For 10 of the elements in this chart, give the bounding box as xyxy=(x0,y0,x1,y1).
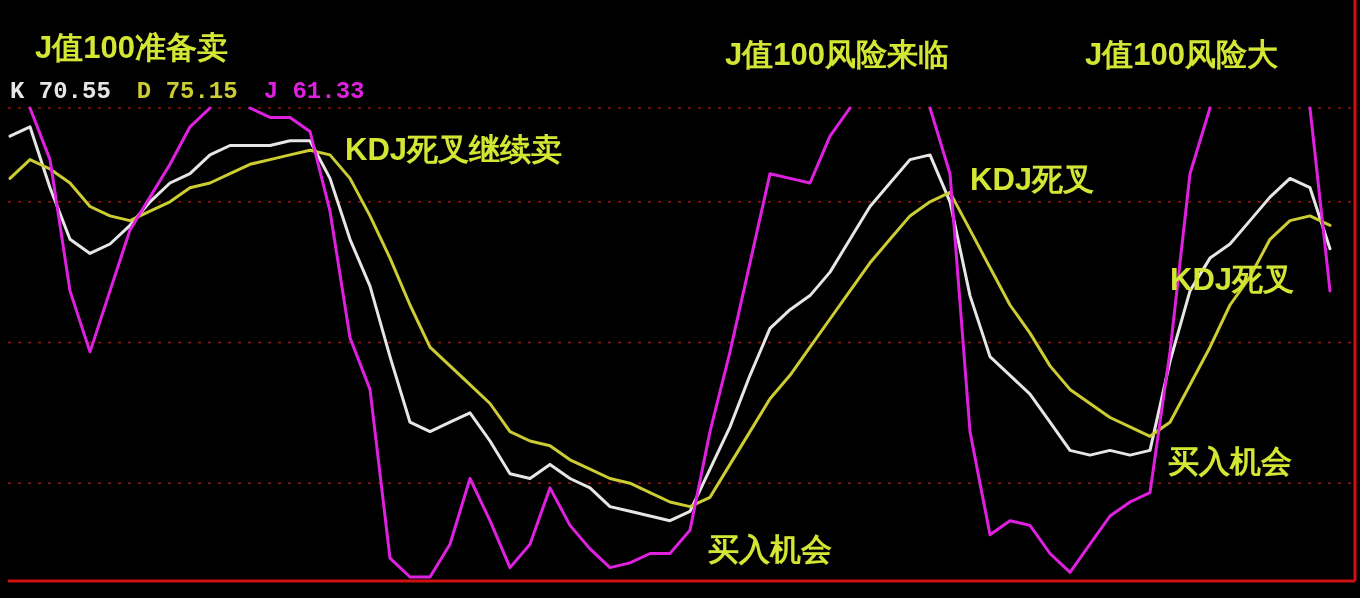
text: J值100准备卖 xyxy=(35,30,228,65)
annotation: 买入机会 xyxy=(708,532,832,567)
annotation: KDJ死叉 xyxy=(970,162,1095,197)
series-label: J 61.33 xyxy=(263,78,365,105)
annotation: 买入机会 xyxy=(1168,444,1292,479)
text: D 75.15 xyxy=(136,78,238,105)
text: J值100风险来临 xyxy=(725,37,949,72)
annotation: KDJ死叉继续卖 xyxy=(345,132,563,167)
series-label: K 70.55 xyxy=(10,78,111,105)
text: J值100风险大 xyxy=(1085,37,1278,72)
